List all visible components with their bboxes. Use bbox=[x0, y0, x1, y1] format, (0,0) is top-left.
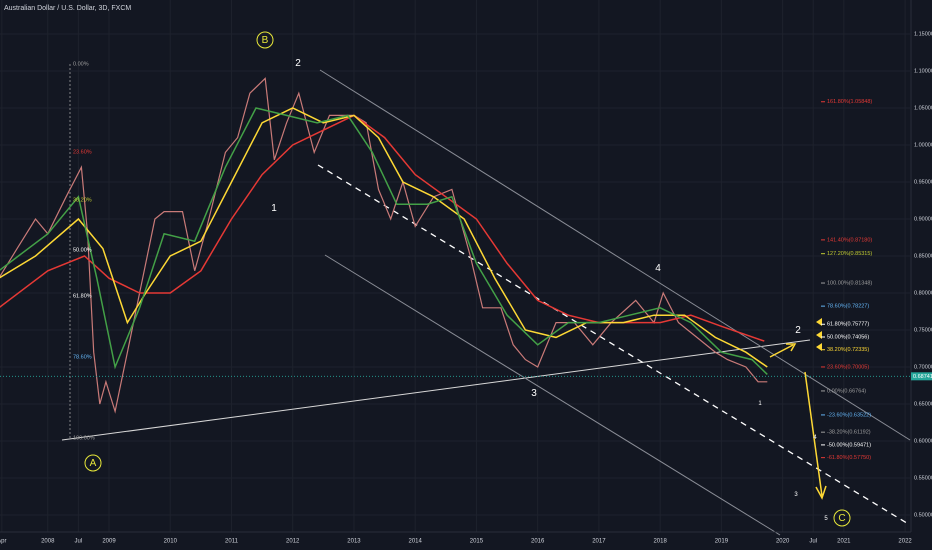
fib-left-label: 38.20% bbox=[73, 197, 92, 203]
y-tick-label: 1.00000 bbox=[914, 142, 932, 148]
x-tick-label: 2012 bbox=[286, 539, 300, 545]
y-tick-label: 0.70000 bbox=[914, 364, 932, 370]
wave-circle bbox=[833, 509, 851, 527]
fib-level-label: 61.80%(0.75777) bbox=[827, 322, 869, 328]
wave-label: 3 bbox=[531, 388, 537, 399]
x-tick-label: 2020 bbox=[776, 539, 790, 545]
wave-label: 4 bbox=[813, 435, 817, 441]
y-tick-label: 1.10000 bbox=[914, 68, 932, 74]
x-tick-label: 2016 bbox=[531, 539, 545, 545]
wave-label: 4 bbox=[655, 263, 661, 274]
trend-line bbox=[61, 339, 811, 441]
wave-label: B bbox=[262, 35, 269, 46]
wave-label: A bbox=[90, 458, 97, 469]
x-tick-label: 2015 bbox=[470, 539, 484, 545]
x-tick-label: 2017 bbox=[592, 539, 606, 545]
wave-label: 2 bbox=[795, 325, 801, 336]
y-tick-label: 0.60000 bbox=[914, 438, 932, 444]
y-tick-label: 0.65000 bbox=[914, 401, 932, 407]
fib-level-label: 78.60%(0.78227) bbox=[827, 304, 869, 310]
y-tick-label: 0.90000 bbox=[914, 216, 932, 222]
fib-level-label: -50.00%(0.59471) bbox=[827, 442, 871, 448]
fib-level-label: 141.40%(0.87180) bbox=[827, 237, 872, 243]
fib-left-label: 100.00% bbox=[73, 435, 95, 441]
wave-circle bbox=[84, 454, 102, 472]
x-tick-label: Apr bbox=[0, 539, 7, 545]
wave-label: 5 bbox=[824, 516, 828, 522]
chart-title: Australian Dollar / U.S. Dollar, 3D, FXC… bbox=[4, 5, 131, 12]
marker-arrow bbox=[816, 318, 822, 326]
wave-label: 3 bbox=[794, 492, 798, 498]
fib-level-label: 50.00%(0.74056) bbox=[827, 334, 869, 340]
moving-average bbox=[0, 114, 765, 342]
y-tick-label: 1.05000 bbox=[914, 105, 932, 111]
fib-level-label: 38.20%(0.72335) bbox=[827, 347, 869, 353]
wave-label: 2 bbox=[295, 58, 301, 69]
wave-circle bbox=[256, 31, 274, 49]
x-tick-label: 2018 bbox=[653, 539, 667, 545]
fib-left-label: 23.60% bbox=[73, 149, 92, 155]
y-tick-label: 0.50000 bbox=[914, 512, 932, 518]
x-tick-label: 2008 bbox=[41, 539, 55, 545]
channel-top bbox=[319, 69, 911, 441]
marker-arrow bbox=[816, 331, 822, 339]
fib-level-label: 23.60%(0.70005) bbox=[827, 364, 869, 370]
x-tick-label: 2010 bbox=[164, 539, 178, 545]
y-tick-label: 1.15000 bbox=[914, 31, 932, 37]
x-tick-label: 2009 bbox=[102, 539, 116, 545]
wave-label: C bbox=[838, 513, 845, 524]
x-tick-label: Jul bbox=[75, 539, 83, 545]
x-tick-label: 2014 bbox=[409, 539, 423, 545]
fib-level-label: -61.80%(0.57750) bbox=[827, 455, 871, 461]
fib-level-label: 100.00%(0.81348) bbox=[827, 280, 872, 286]
fib-left-label: 78.60% bbox=[73, 354, 92, 360]
x-tick-label: 2021 bbox=[837, 539, 851, 545]
arrow-head bbox=[815, 485, 827, 500]
x-tick-label: 2011 bbox=[225, 539, 239, 545]
y-tick-label: 0.95000 bbox=[914, 179, 932, 185]
y-tick-label: 0.80000 bbox=[914, 290, 932, 296]
y-tick-label: 0.75000 bbox=[914, 327, 932, 333]
drawings bbox=[0, 0, 912, 536]
fib-left-label: 0.00% bbox=[73, 61, 89, 67]
fib-level-label: 127.20%(0.85315) bbox=[827, 251, 872, 257]
moving-average bbox=[0, 107, 768, 375]
fib-left-label: 61.80% bbox=[73, 293, 92, 299]
fib-level-label: 0.00%(0.66764) bbox=[827, 388, 866, 394]
y-tick-label: 0.55000 bbox=[914, 475, 932, 481]
wave-label: 1 bbox=[271, 203, 277, 214]
y-tick-label: 0.85000 bbox=[914, 253, 932, 259]
channel-bottom bbox=[324, 254, 781, 536]
arrow bbox=[804, 371, 823, 497]
wave-label: 1 bbox=[758, 401, 762, 407]
x-tick-label: 2019 bbox=[715, 539, 729, 545]
arrow bbox=[769, 344, 794, 358]
x-tick-label: 2013 bbox=[347, 539, 361, 545]
fib-left-label: 50.00% bbox=[73, 247, 92, 253]
fib-level-label: -38.20%(0.61192) bbox=[827, 430, 871, 436]
moving-average bbox=[0, 107, 768, 368]
arrow-head bbox=[786, 343, 797, 352]
last-price-box bbox=[911, 372, 932, 381]
x-tick-label: Jul bbox=[809, 539, 817, 545]
price-line bbox=[0, 77, 768, 414]
x-tick-label: 2022 bbox=[898, 539, 912, 545]
last-price-label: 0.68741 bbox=[913, 374, 932, 380]
marker-arrow bbox=[816, 343, 822, 351]
fib-level-label: 161.80%(1.05848) bbox=[827, 99, 872, 105]
fib-level-label: -23.60%(0.63522) bbox=[827, 412, 871, 418]
